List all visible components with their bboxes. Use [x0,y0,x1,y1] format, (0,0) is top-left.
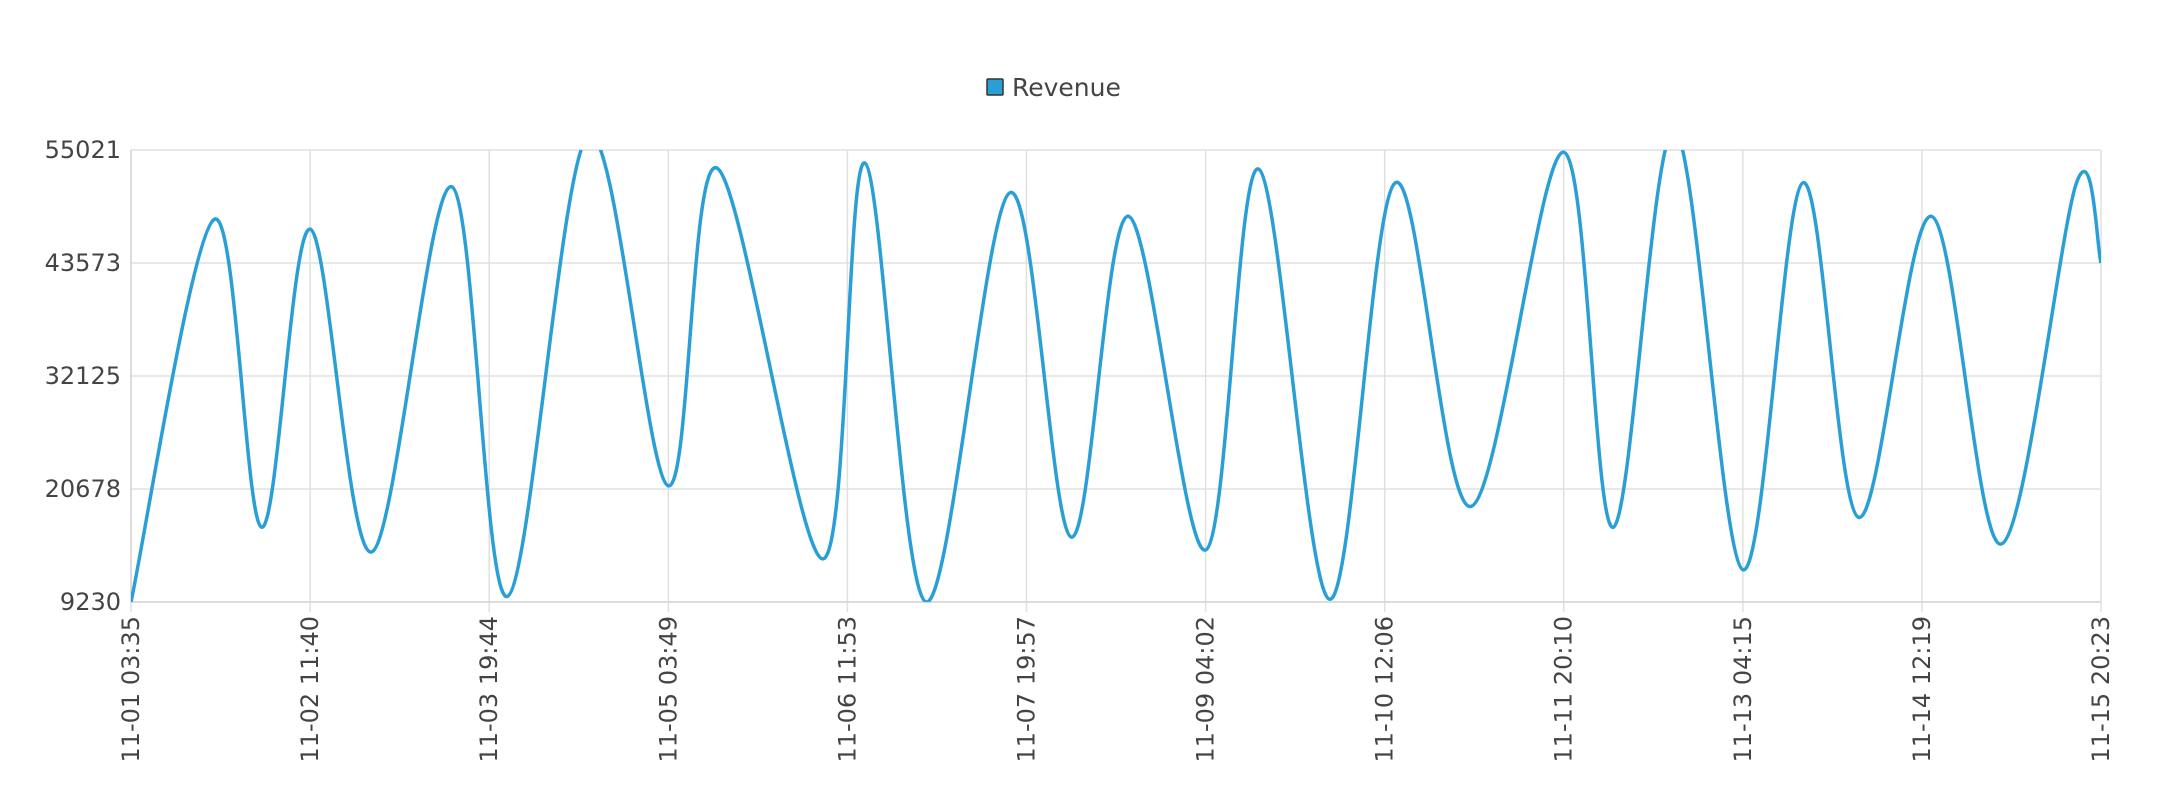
data-point[interactable] [1004,187,1016,199]
data-point[interactable] [125,596,137,608]
data-point[interactable] [1122,210,1134,222]
data-point[interactable] [501,590,513,602]
data-point[interactable] [1324,593,1336,605]
data-point[interactable] [304,223,316,235]
data-point[interactable] [256,521,268,533]
x-tick-label: 11-02 11:40 [296,616,324,763]
x-tick-label: 11-06 11:53 [833,616,861,763]
data-point[interactable] [711,162,723,174]
data-point[interactable] [1853,511,1865,523]
data-point[interactable] [208,213,220,225]
x-tick-label: 11-01 03:35 [117,616,145,763]
chart-grid [130,149,2102,612]
y-tick-label: 55021 [45,136,121,164]
data-point[interactable] [662,480,674,492]
x-tick-label: 11-15 20:23 [2087,616,2115,763]
legend-label-revenue: Revenue [1012,73,1121,102]
x-axis: 11-01 03:35 11-02 11:40 11-03 19:44 11-05 0… [117,616,2115,763]
series-line-revenue[interactable] [131,130,2101,602]
y-axis: 9230 20678 32125 43573 55021 [45,136,121,616]
data-point[interactable] [1200,544,1212,556]
x-tick-label: 11-11 20:10 [1550,616,1578,763]
data-point[interactable] [446,181,458,193]
data-point[interactable] [1669,125,1681,137]
data-point[interactable] [1995,538,2007,550]
data-point[interactable] [1253,163,1265,175]
x-tick-label: 11-10 12:06 [1371,616,1399,763]
x-tick-label: 11-05 03:49 [654,616,682,763]
data-point[interactable] [1797,177,1809,189]
plot-area [125,125,2107,608]
data-point[interactable] [817,553,829,565]
data-point[interactable] [1607,521,1619,533]
legend-swatch-revenue [986,78,1004,96]
data-point[interactable] [2071,177,2083,189]
x-tick-label: 11-03 19:44 [475,616,503,763]
y-tick-label: 20678 [45,475,121,503]
data-point[interactable] [366,546,378,558]
y-tick-label: 43573 [45,249,121,277]
data-point[interactable] [1737,564,1749,576]
data-point[interactable] [1065,531,1077,543]
x-tick-label: 11-13 04:15 [1729,616,1757,763]
data-point[interactable] [582,129,594,141]
y-tick-label: 32125 [45,362,121,390]
y-tick-label: 9230 [60,588,121,616]
data-point[interactable] [2095,257,2107,269]
x-tick-label: 11-09 04:02 [1192,616,1220,763]
data-point[interactable] [920,596,932,608]
data-point[interactable] [1925,210,1937,222]
data-point[interactable] [859,157,871,169]
x-tick-label: 11-14 12:19 [1908,616,1936,763]
data-point[interactable] [1558,146,1570,158]
x-tick-label: 11-07 19:57 [1012,616,1040,763]
chart-legend[interactable]: Revenue [986,73,1121,102]
data-point[interactable] [1465,501,1477,513]
data-point[interactable] [1389,177,1401,189]
